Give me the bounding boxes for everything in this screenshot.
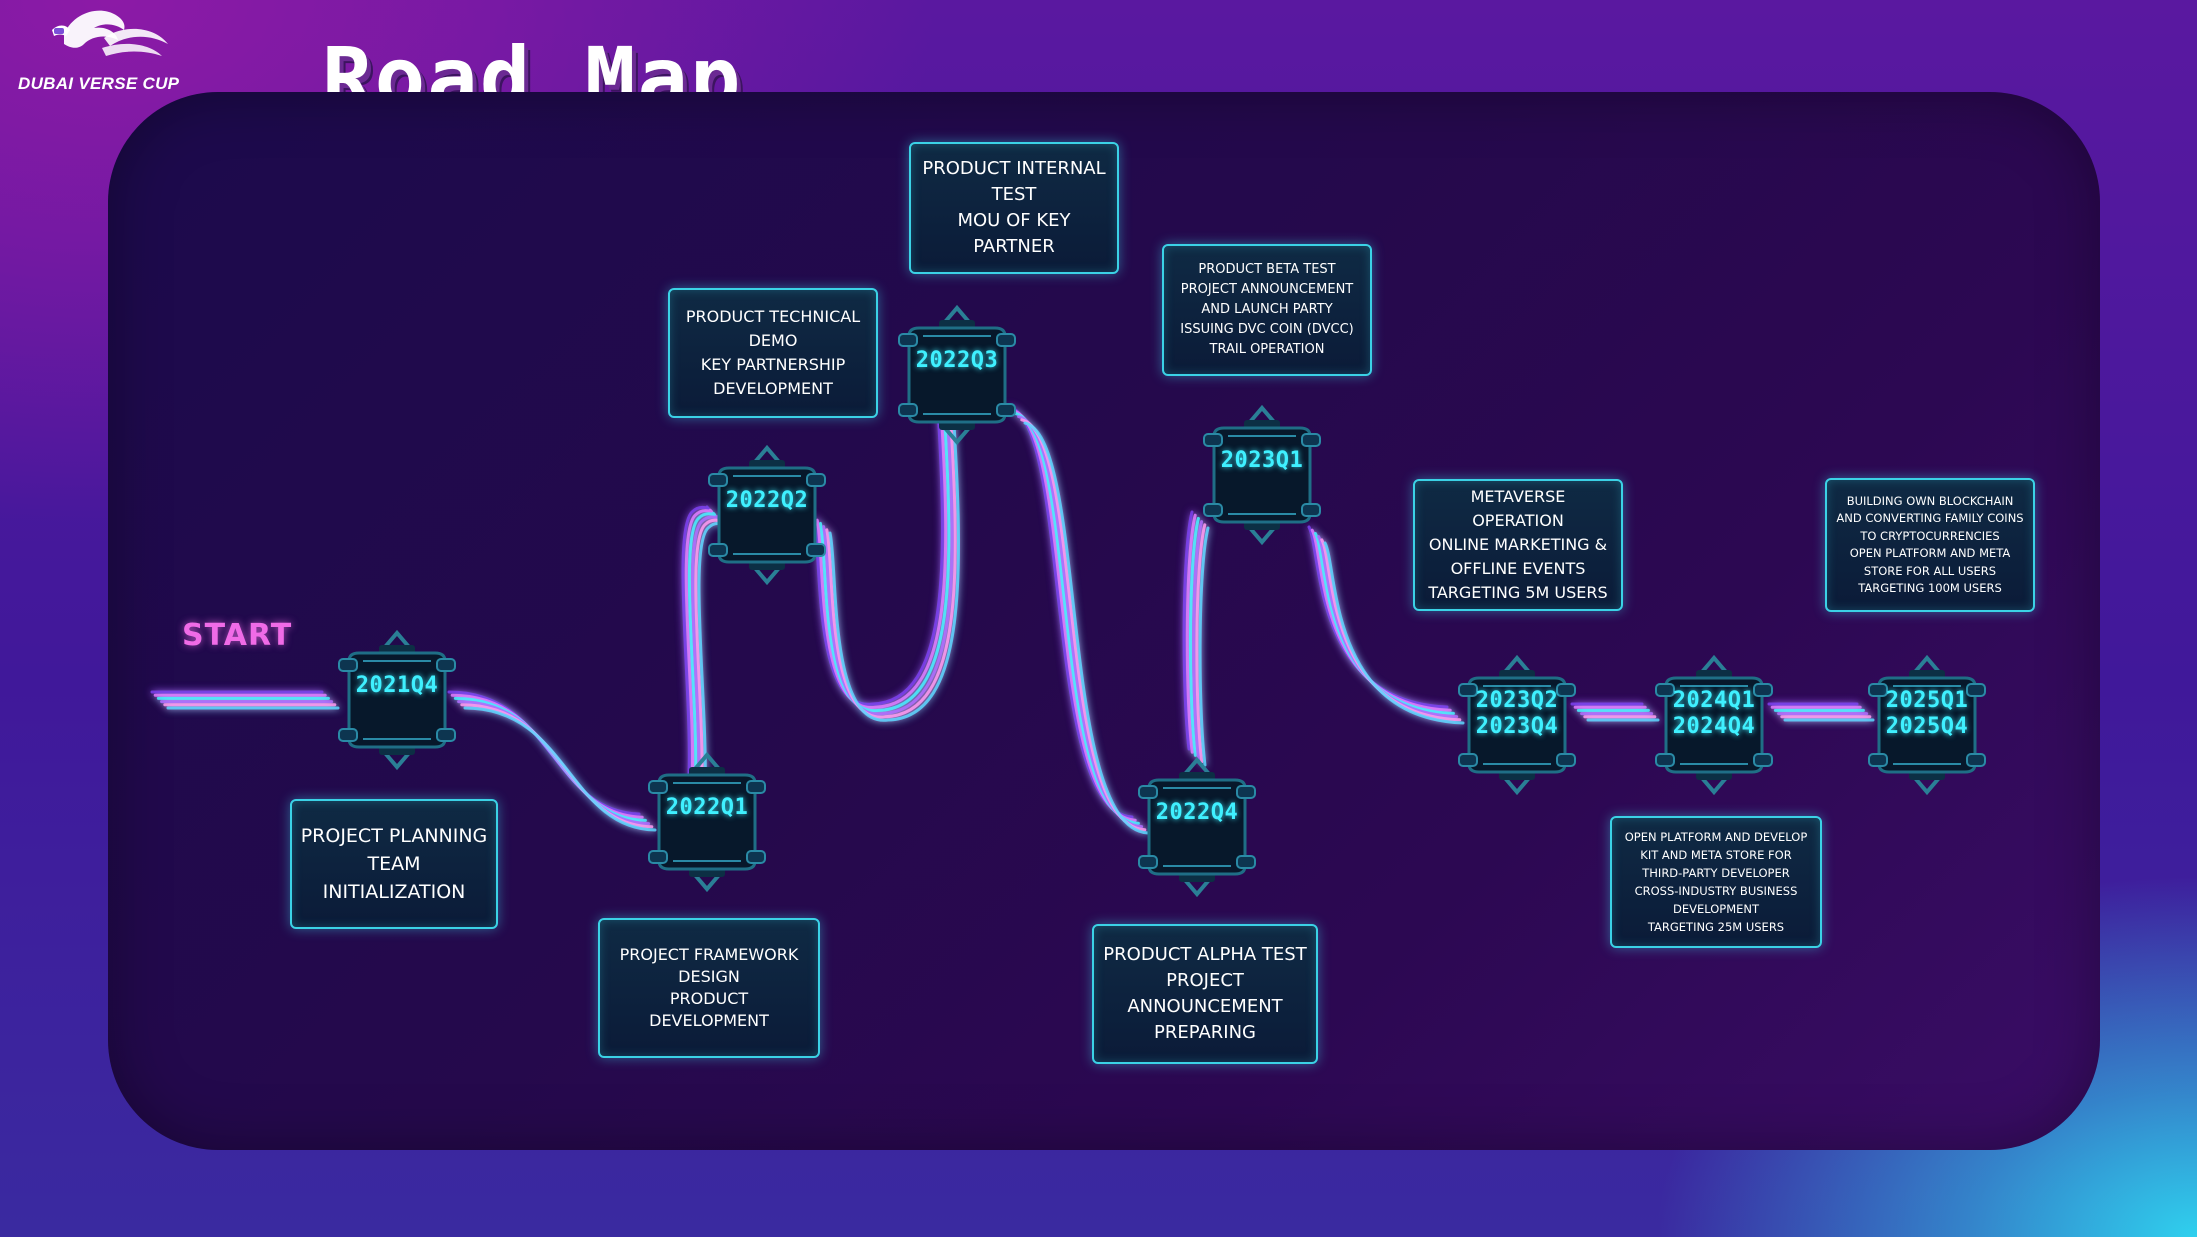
milestone-card: PROJECT FRAMEWORK DESIGN PRODUCT DEVELOPME… — [598, 918, 820, 1058]
milestone-node: 2022Q2 — [705, 440, 829, 590]
milestone-item: PRODUCT BETA TEST — [1198, 262, 1336, 277]
milestone-item: MOU OF KEY — [957, 210, 1071, 231]
milestone-card: PRODUCT TECHNICAL DEMO KEY PARTNERSHIP DEVE… — [668, 288, 878, 418]
milestone-item: TARGETING 100M USERS — [1858, 581, 2002, 595]
milestone-item: AND CONVERTING FAMILY COINS — [1836, 511, 2024, 525]
milestone-item: BUILDING OWN BLOCKCHAIN — [1846, 493, 2014, 508]
milestone-quarter: 2023Q2 — [1475, 688, 1559, 713]
milestone-card: PROJECT PLANNING TEAM INITIALIZATION — [290, 799, 498, 929]
milestone-card: PRODUCT ALPHA TEST PROJECT ANNOUNCEMENT PRE… — [1092, 924, 1318, 1064]
milestone-item: OPEN PLATFORM AND META — [1849, 546, 2011, 560]
milestone-label: 2023Q1 — [1200, 448, 1324, 474]
milestone-item: KEY PARTNERSHIP — [700, 355, 846, 374]
milestone-item: PRODUCT TECHNICAL — [685, 307, 861, 326]
milestone-item: ANNOUNCEMENT — [1127, 996, 1283, 1017]
milestone-item: DEVELOPMENT — [713, 379, 833, 398]
milestone-card: PRODUCT BETA TEST PROJECT ANNOUNCEMENT AND… — [1162, 244, 1372, 376]
milestone-label: 2021Q4 — [335, 673, 459, 699]
milestone-quarter: 2025Q4 — [1885, 714, 1969, 739]
milestone-item: PRODUCT ALPHA TEST — [1103, 944, 1307, 965]
milestone-item: PROJECT ANNOUNCEMENT — [1180, 282, 1354, 297]
milestone-quarter: 2022Q3 — [915, 348, 999, 373]
milestone-quarter: 2023Q1 — [1220, 448, 1304, 473]
milestone-item: DEVELOPMENT — [1672, 902, 1760, 916]
milestone-item: METAVERSE OPERATION — [1470, 487, 1566, 530]
milestone-item: PREPARING — [1154, 1022, 1256, 1043]
milestone-quarter: 2022Q2 — [725, 488, 809, 513]
milestone-card: PRODUCT INTERNAL TEST MOU OF KEY PARTNER — [909, 142, 1119, 274]
brand-logo: DUBAI VERSE CUP — [14, 4, 204, 94]
milestone-node: 2025Q1 2025Q4 — [1865, 650, 1989, 800]
milestone-item: TRAIL OPERATION — [1209, 342, 1325, 357]
milestone-item: TEST — [991, 184, 1037, 205]
milestone-item: DEMO — [748, 331, 798, 350]
milestone-item: PROJECT — [1166, 970, 1244, 991]
milestone-item: THIRD-PARTY DEVELOPER — [1642, 866, 1790, 880]
milestone-item: AND LAUNCH PARTY — [1201, 302, 1333, 317]
milestone-label: 2025Q1 2025Q4 — [1865, 688, 1989, 740]
milestone-item: CROSS-INDUSTRY BUSINESS — [1634, 884, 1798, 898]
milestone-item: PARTNER — [973, 236, 1055, 257]
milestone-node: 2021Q4 — [335, 625, 459, 775]
milestone-item: TEAM INITIALIZATION — [322, 853, 466, 903]
milestone-item: PROJECT FRAMEWORK — [619, 945, 799, 964]
milestone-item: KIT AND META STORE FOR — [1640, 848, 1792, 862]
milestone-quarter: 2024Q4 — [1672, 714, 1756, 739]
milestone-label: 2022Q4 — [1135, 800, 1259, 826]
milestone-node: 2022Q1 — [645, 747, 769, 897]
milestone-label: 2023Q2 2023Q4 — [1455, 688, 1579, 740]
milestone-item: TO CRYPTOCURRENCIES — [1860, 528, 2000, 543]
milestone-item: ISSUING DVC COIN (DVCC) — [1180, 322, 1354, 337]
milestone-quarter: 2021Q4 — [355, 673, 439, 698]
milestone-quarter: 2023Q4 — [1475, 714, 1559, 739]
milestone-item: PROJECT PLANNING — [300, 825, 488, 847]
milestone-card: METAVERSE OPERATION ONLINE MARKETING & OFF… — [1413, 479, 1623, 611]
milestone-label: 2022Q3 — [895, 348, 1019, 374]
milestone-label: 2022Q2 — [705, 488, 829, 514]
milestone-label: 2024Q1 2024Q4 — [1652, 688, 1776, 740]
milestone-quarter: 2024Q1 — [1672, 688, 1756, 713]
horse-icon — [52, 10, 168, 56]
milestone-node: 2022Q4 — [1135, 752, 1259, 902]
milestone-item: TARGETING 5M USERS — [1428, 583, 1608, 602]
milestone-item: PRODUCT DEVELOPMENT — [649, 989, 769, 1030]
milestone-card: OPEN PLATFORM AND DEVELOP KIT AND META ST… — [1610, 816, 1822, 948]
milestone-label: 2022Q1 — [645, 795, 769, 821]
milestone-node: 2024Q1 2024Q4 — [1652, 650, 1776, 800]
milestone-item: ONLINE MARKETING & — [1428, 535, 1608, 554]
milestone-item: TARGETING 25M USERS — [1647, 920, 1785, 934]
brand-name: DUBAI VERSE CUP — [18, 74, 180, 93]
milestone-quarter: 2025Q1 — [1885, 688, 1969, 713]
milestone-item: PRODUCT INTERNAL — [922, 158, 1106, 179]
milestone-card: BUILDING OWN BLOCKCHAIN AND CONVERTING FA… — [1825, 478, 2035, 612]
milestone-item: STORE FOR ALL USERS — [1863, 563, 1997, 578]
milestone-node: 2023Q1 — [1200, 400, 1324, 550]
milestone-node: 2023Q2 2023Q4 — [1455, 650, 1579, 800]
milestone-node: 2022Q3 — [895, 300, 1019, 450]
milestone-item: DESIGN — [678, 967, 740, 986]
start-label: START — [182, 618, 293, 653]
milestone-item: OFFLINE EVENTS — [1450, 559, 1586, 578]
milestone-quarter: 2022Q1 — [665, 795, 749, 820]
milestone-quarter: 2022Q4 — [1155, 800, 1239, 825]
milestone-item: OPEN PLATFORM AND DEVELOP — [1624, 830, 1808, 844]
